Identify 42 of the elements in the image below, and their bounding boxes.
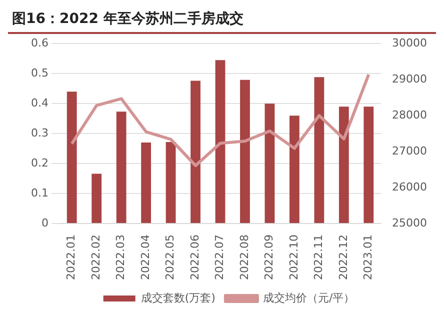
bar [314, 77, 324, 224]
y-tick-label: 0.3 [30, 126, 48, 140]
y2-tick-label: 30000 [392, 36, 428, 50]
y-tick-label: 0.5 [30, 66, 48, 80]
y2-tick-label: 28000 [392, 108, 428, 122]
x-tick-label: 2022.07 [213, 234, 226, 280]
bar [290, 116, 300, 224]
x-tick-label: 2022.01 [64, 234, 78, 280]
y2-tick-label: 25000 [392, 216, 428, 230]
x-tick-label: 2022.11 [312, 234, 326, 280]
bar [215, 60, 226, 224]
bar [190, 80, 200, 224]
bar [66, 92, 77, 224]
x-tick-label: 2022.09 [262, 234, 276, 280]
y-tick-label: 0.2 [30, 156, 48, 170]
y-tick-label: 0.1 [30, 186, 48, 200]
bar [364, 106, 374, 224]
y2-tick-label: 26000 [392, 180, 428, 194]
x-tick-label: 2022.05 [164, 234, 177, 280]
x-tick-label: 2022.10 [287, 234, 300, 280]
bar [240, 80, 250, 224]
x-tick-label: 2022.12 [336, 234, 350, 280]
y2-tick-label: 29000 [392, 72, 428, 86]
legend-label: 成交均价（元/平） [262, 291, 355, 304]
x-tick-label: 2022.08 [238, 234, 251, 280]
bar [166, 142, 176, 224]
bar [338, 106, 349, 224]
x-tick-label: 2022.04 [138, 234, 152, 280]
y2-tick-label: 27000 [392, 144, 428, 158]
x-tick-label: 2023.01 [362, 234, 374, 280]
bar [264, 104, 275, 224]
legend-label: 成交套数(万套) [140, 291, 216, 304]
y-tick-label: 0.6 [30, 36, 48, 50]
y-tick-label: 0.4 [30, 96, 48, 110]
bar [116, 112, 126, 224]
x-tick-label: 2022.06 [188, 234, 202, 280]
x-tick-label: 2022.03 [114, 234, 128, 280]
x-tick-label: 2022.02 [89, 234, 102, 280]
bar [141, 142, 151, 224]
bar [92, 174, 102, 224]
y-tick-label: 0 [41, 216, 48, 230]
chart-title: 图16：2022 年至今苏州二手房成交 [8, 8, 436, 34]
